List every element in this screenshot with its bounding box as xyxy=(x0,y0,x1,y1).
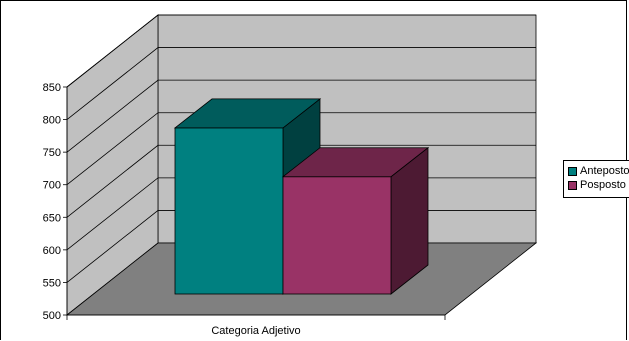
bar-1 xyxy=(282,176,392,295)
legend: Anteposto Posposto xyxy=(563,160,629,198)
y-tick-label: 550 xyxy=(43,277,61,289)
y-tick-label: 800 xyxy=(43,115,61,127)
y-tick-label: 600 xyxy=(43,245,61,257)
gridline xyxy=(66,79,536,153)
legend-label-series-0: Anteposto xyxy=(580,165,629,177)
legend-item-series-1: Posposto xyxy=(568,178,629,192)
bar-0 xyxy=(174,127,284,295)
y-tick-label: 850 xyxy=(43,82,61,94)
legend-swatch-series-0 xyxy=(568,166,577,176)
legend-swatch-series-1 xyxy=(568,180,577,190)
bar-top-0 xyxy=(173,98,322,129)
gridline xyxy=(66,47,536,120)
gridline xyxy=(66,112,536,186)
gridline xyxy=(66,14,536,88)
legend-label-series-1: Posposto xyxy=(580,179,626,191)
bar-top-1 xyxy=(281,147,430,178)
y-tick-label: 650 xyxy=(43,212,61,224)
y-tick-label: 500 xyxy=(43,310,61,322)
gridline xyxy=(66,144,536,218)
y-tick-label: 700 xyxy=(43,180,61,192)
legend-item-series-0: Anteposto xyxy=(568,164,629,178)
y-tick-label: 750 xyxy=(43,147,61,159)
x-category-label: Categoria Adjetivo xyxy=(211,325,300,337)
